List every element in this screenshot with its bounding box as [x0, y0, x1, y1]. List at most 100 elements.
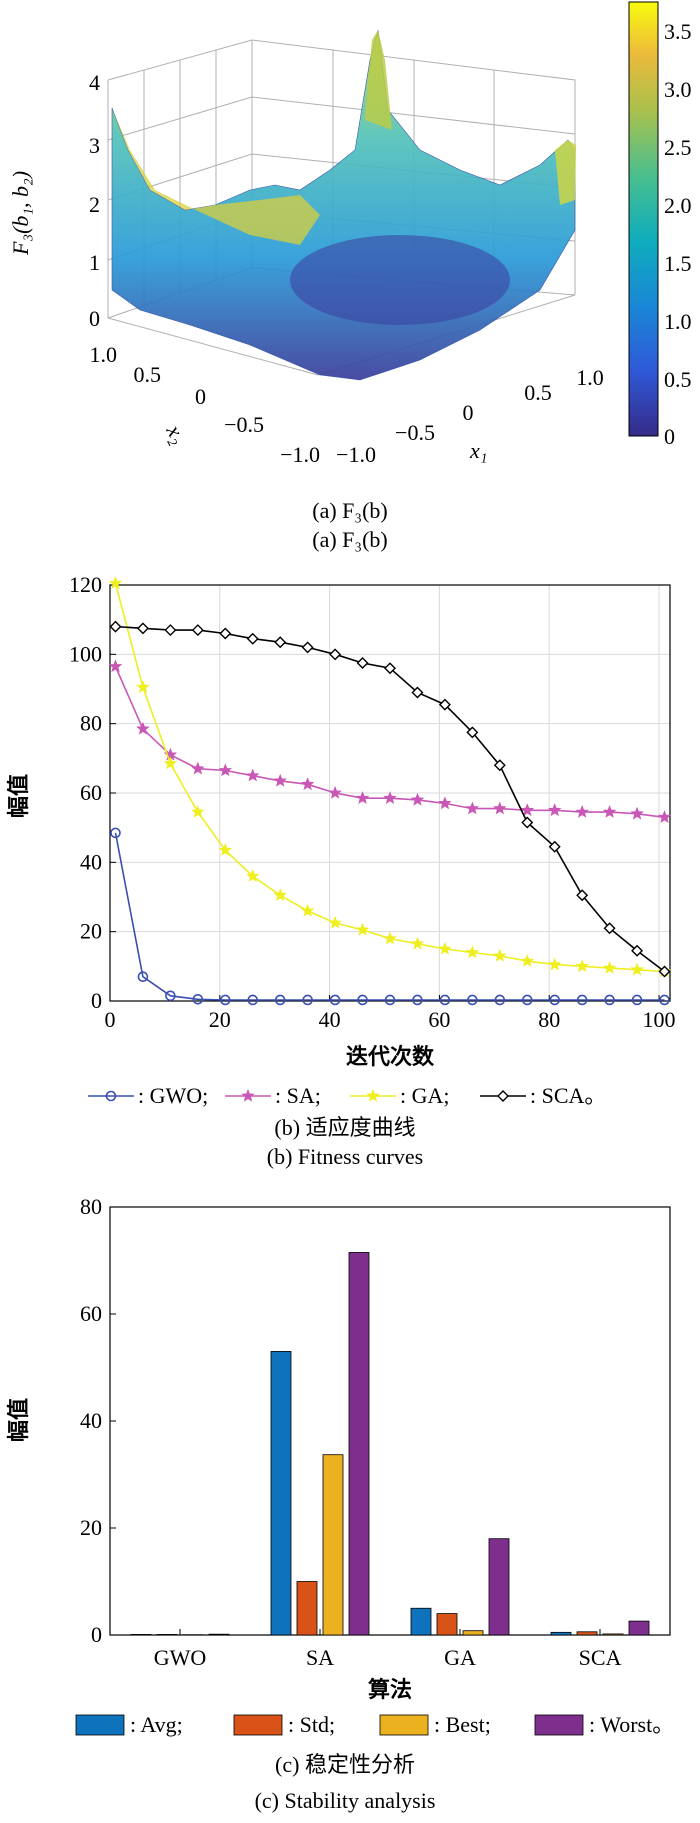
- stability-x-label: 算法: [368, 1677, 412, 1703]
- bar-sca-best: [602, 1633, 624, 1636]
- point-sa-0: [108, 659, 123, 673]
- point-sa-1: [136, 721, 150, 735]
- surface-ridge-yellow: [112, 108, 320, 245]
- point-ga-0: [108, 576, 123, 589]
- panel-c: 0 20 40 60 80 GWO SA GA SCA 算法 幅值 : Avg;: Std;:…: [6, 1194, 674, 1813]
- point-ga-1: [136, 680, 150, 693]
- fitness-x-label: 迭代次数: [346, 1044, 435, 1070]
- x2-tick-neg0.5: −0.5: [224, 412, 264, 437]
- point-gwo-14: [494, 994, 506, 1006]
- x2-axis-label: x₂: [161, 420, 192, 448]
- y-tick-label-60: 60: [80, 780, 102, 805]
- colorbar-tick-1.0: 1.0: [664, 309, 692, 334]
- point-sca-9: [356, 657, 369, 669]
- legend-label-best: : Best;: [434, 1712, 491, 1737]
- fitness-y-ticks: 0 20 40 60 80 100 120: [69, 572, 116, 1013]
- point-ga-15: [520, 954, 535, 967]
- colorbar-tick-2.0: 2.0: [664, 193, 692, 218]
- bar-sca-avg: [550, 1631, 572, 1636]
- point-gwo-15: [521, 994, 533, 1006]
- point-sa-13: [465, 801, 480, 815]
- colorbar-tick-2.5: 2.5: [664, 135, 692, 160]
- point-sa-16: [547, 803, 562, 817]
- x-tick-label-0: 0: [105, 1007, 116, 1032]
- colorbar-tick-0.5: 0.5: [664, 367, 692, 392]
- y-tick-label-80: 80: [80, 1194, 102, 1219]
- stability-bars: [130, 1252, 650, 1636]
- y-tick-label-20: 20: [80, 1515, 102, 1540]
- bar-sa-avg: [270, 1351, 292, 1636]
- surface-corner-right: [555, 140, 576, 205]
- point-ga-8: [328, 915, 342, 929]
- point-ga-16: [547, 957, 562, 971]
- series-gwo: [110, 827, 670, 1006]
- point-sca-16: [548, 840, 561, 853]
- point-gwo-18: [604, 994, 615, 1006]
- x1-tick-0: 0: [463, 400, 474, 425]
- series-sa: [108, 659, 672, 823]
- point-sca-4: [219, 627, 232, 640]
- panel-a: 0 1 2 3 4 F₃(b₁, b₂) 1.0 0.5 0 −0.5 −1.0…: [8, 1, 692, 552]
- point-sa-19: [630, 806, 644, 820]
- point-ga-12: [438, 941, 452, 955]
- point-sca-17: [576, 889, 589, 902]
- colorbar-tick-3.5: 3.5: [664, 19, 692, 44]
- point-sa-15: [520, 803, 535, 817]
- caption-c-cn: (c) 稳定性分析: [275, 1752, 415, 1777]
- z-tick-1: 1: [89, 250, 100, 275]
- legend-swatch-worst: [534, 1714, 584, 1736]
- bar-ga-std: [436, 1613, 458, 1636]
- point-ga-10: [383, 931, 397, 945]
- caption-b-en: (b) Fitness curves: [267, 1144, 423, 1169]
- z-tick-4: 4: [89, 70, 100, 95]
- legend-label-gwo: : GWO;: [138, 1083, 208, 1108]
- legend-label-avg: : Avg;: [130, 1712, 183, 1737]
- bar-sa-std: [296, 1581, 318, 1636]
- point-sa-8: [328, 785, 342, 799]
- point-sca-20: [658, 965, 671, 978]
- point-gwo-19: [631, 994, 643, 1006]
- caption-c-en: (c) Stability analysis: [255, 1788, 436, 1813]
- legend-label-worst: : Worst。: [589, 1712, 674, 1737]
- legend-swatch-avg: [75, 1714, 125, 1736]
- point-sa-7: [300, 777, 315, 791]
- x-tick-label-40: 40: [319, 1007, 341, 1032]
- point-gwo-10: [384, 994, 396, 1006]
- colorbar-tick-3.0: 3.0: [664, 77, 692, 102]
- y-tick-label-20: 20: [80, 919, 102, 944]
- point-sca-3: [191, 624, 204, 637]
- stability-plot-frame: [109, 1206, 671, 1636]
- point-sa-6: [273, 773, 287, 787]
- z-axis: 0 1 2 3 4: [89, 70, 100, 331]
- stability-y-label: 幅值: [6, 1398, 32, 1442]
- point-gwo-7: [302, 994, 313, 1006]
- y-tick-label-0: 0: [91, 1622, 102, 1647]
- legend-marker-ga: [366, 1088, 380, 1102]
- point-gwo-17: [576, 994, 588, 1006]
- y-tick-label-100: 100: [69, 641, 102, 666]
- z-tick-2: 2: [89, 192, 100, 217]
- point-ga-9: [355, 922, 370, 936]
- bar-gwo-avg: [130, 1634, 152, 1636]
- caption-b-cn: (b) 适应度曲线: [274, 1115, 415, 1140]
- x2-tick-neg1.0: −1.0: [280, 442, 320, 467]
- x-tick-label-sa: SA: [306, 1645, 334, 1670]
- surface-basin: [290, 235, 510, 325]
- surface-peak: [365, 30, 392, 130]
- legend-label-sa: : SA;: [275, 1083, 321, 1108]
- x-tick-label-ga: GA: [444, 1645, 476, 1670]
- point-gwo-13: [467, 994, 478, 1006]
- x2-tick-1.0: 1.0: [90, 342, 118, 367]
- fitness-x-ticks: 0 20 40 60 80 100: [105, 995, 676, 1032]
- point-sca-6: [274, 636, 287, 649]
- point-gwo-8: [329, 994, 341, 1006]
- point-ga-7: [300, 903, 315, 917]
- stability-y-ticks: 0 20 40 60 80: [80, 1194, 116, 1647]
- point-sca-12: [438, 698, 451, 711]
- fitness-legend: : GWO;: SA;: GA;: SCA。: [88, 1083, 606, 1108]
- point-sca-5: [246, 632, 259, 645]
- point-sa-14: [493, 801, 507, 815]
- colorbar-tick-1.5: 1.5: [664, 251, 692, 276]
- y-tick-label-40: 40: [80, 849, 102, 874]
- series-ga: [108, 576, 672, 978]
